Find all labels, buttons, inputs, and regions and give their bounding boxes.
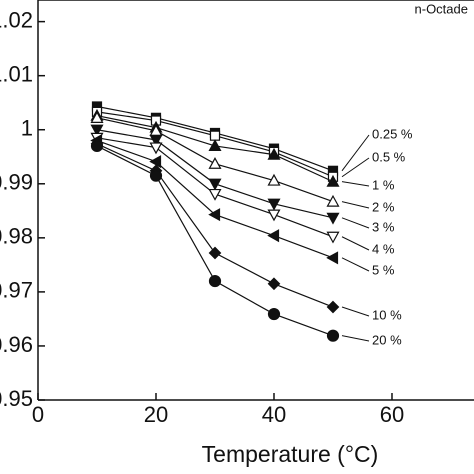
marker xyxy=(90,139,104,153)
marker xyxy=(267,173,281,186)
marker xyxy=(326,251,339,265)
y-tick-label: 0.97 xyxy=(0,278,33,303)
marker xyxy=(326,212,340,225)
marker xyxy=(267,277,281,291)
marker xyxy=(267,198,281,211)
annotation-arrow xyxy=(341,306,370,317)
marker xyxy=(208,139,222,152)
marker xyxy=(149,134,163,147)
y-tick-label: 1 xyxy=(21,116,33,141)
x-axis-label: Temperature (°C) xyxy=(202,441,379,467)
marker xyxy=(326,231,340,244)
series-label: 20 % xyxy=(372,332,402,347)
y-tick-label: 1.01 xyxy=(0,61,33,86)
chart-title: n-Octade xyxy=(415,1,468,16)
marker xyxy=(208,178,222,191)
x-tick-label: 60 xyxy=(380,402,404,427)
annotation-arrow xyxy=(341,217,370,229)
y-tick-label: 0.95 xyxy=(0,386,33,411)
y-tick-label: 0.99 xyxy=(0,170,33,195)
x-tick-label: 20 xyxy=(144,402,168,427)
annotation-arrow xyxy=(341,201,370,209)
marker xyxy=(267,229,280,243)
marker xyxy=(208,274,222,288)
marker xyxy=(149,142,163,155)
y-tick-label: 1.02 xyxy=(0,7,33,32)
series-label: 0.5 % xyxy=(372,149,406,164)
series-label: 0.25 % xyxy=(372,126,413,141)
annotation-arrow xyxy=(341,257,370,272)
x-tick-label: 40 xyxy=(262,402,286,427)
marker xyxy=(326,194,340,207)
marker xyxy=(209,130,221,141)
series-label: 5 % xyxy=(372,262,395,277)
marker xyxy=(90,111,104,123)
annotation-arrow xyxy=(341,134,370,172)
marker xyxy=(208,157,222,169)
marker xyxy=(208,246,222,260)
y-tick-label: 0.96 xyxy=(0,332,33,357)
marker xyxy=(267,147,281,160)
annotation-arrow xyxy=(341,181,370,187)
marker xyxy=(267,209,281,222)
marker xyxy=(326,174,340,187)
marker xyxy=(267,307,281,321)
annotation-arrow xyxy=(341,335,370,342)
marker xyxy=(90,124,104,137)
series-label: 10 % xyxy=(372,307,402,322)
x-tick-label: 0 xyxy=(32,402,44,427)
marker xyxy=(149,155,162,169)
annotation-arrow xyxy=(341,236,370,251)
series-label: 1 % xyxy=(372,177,395,192)
series-label: 4 % xyxy=(372,241,395,256)
annotation-arrow xyxy=(341,157,370,178)
marker xyxy=(326,329,340,342)
marker xyxy=(149,169,163,182)
series-label: 2 % xyxy=(372,199,395,214)
y-tick-label: 0.98 xyxy=(0,224,33,249)
series-label: 3 % xyxy=(372,219,395,234)
marker xyxy=(208,188,222,201)
marker xyxy=(208,208,221,222)
marker xyxy=(326,300,340,314)
